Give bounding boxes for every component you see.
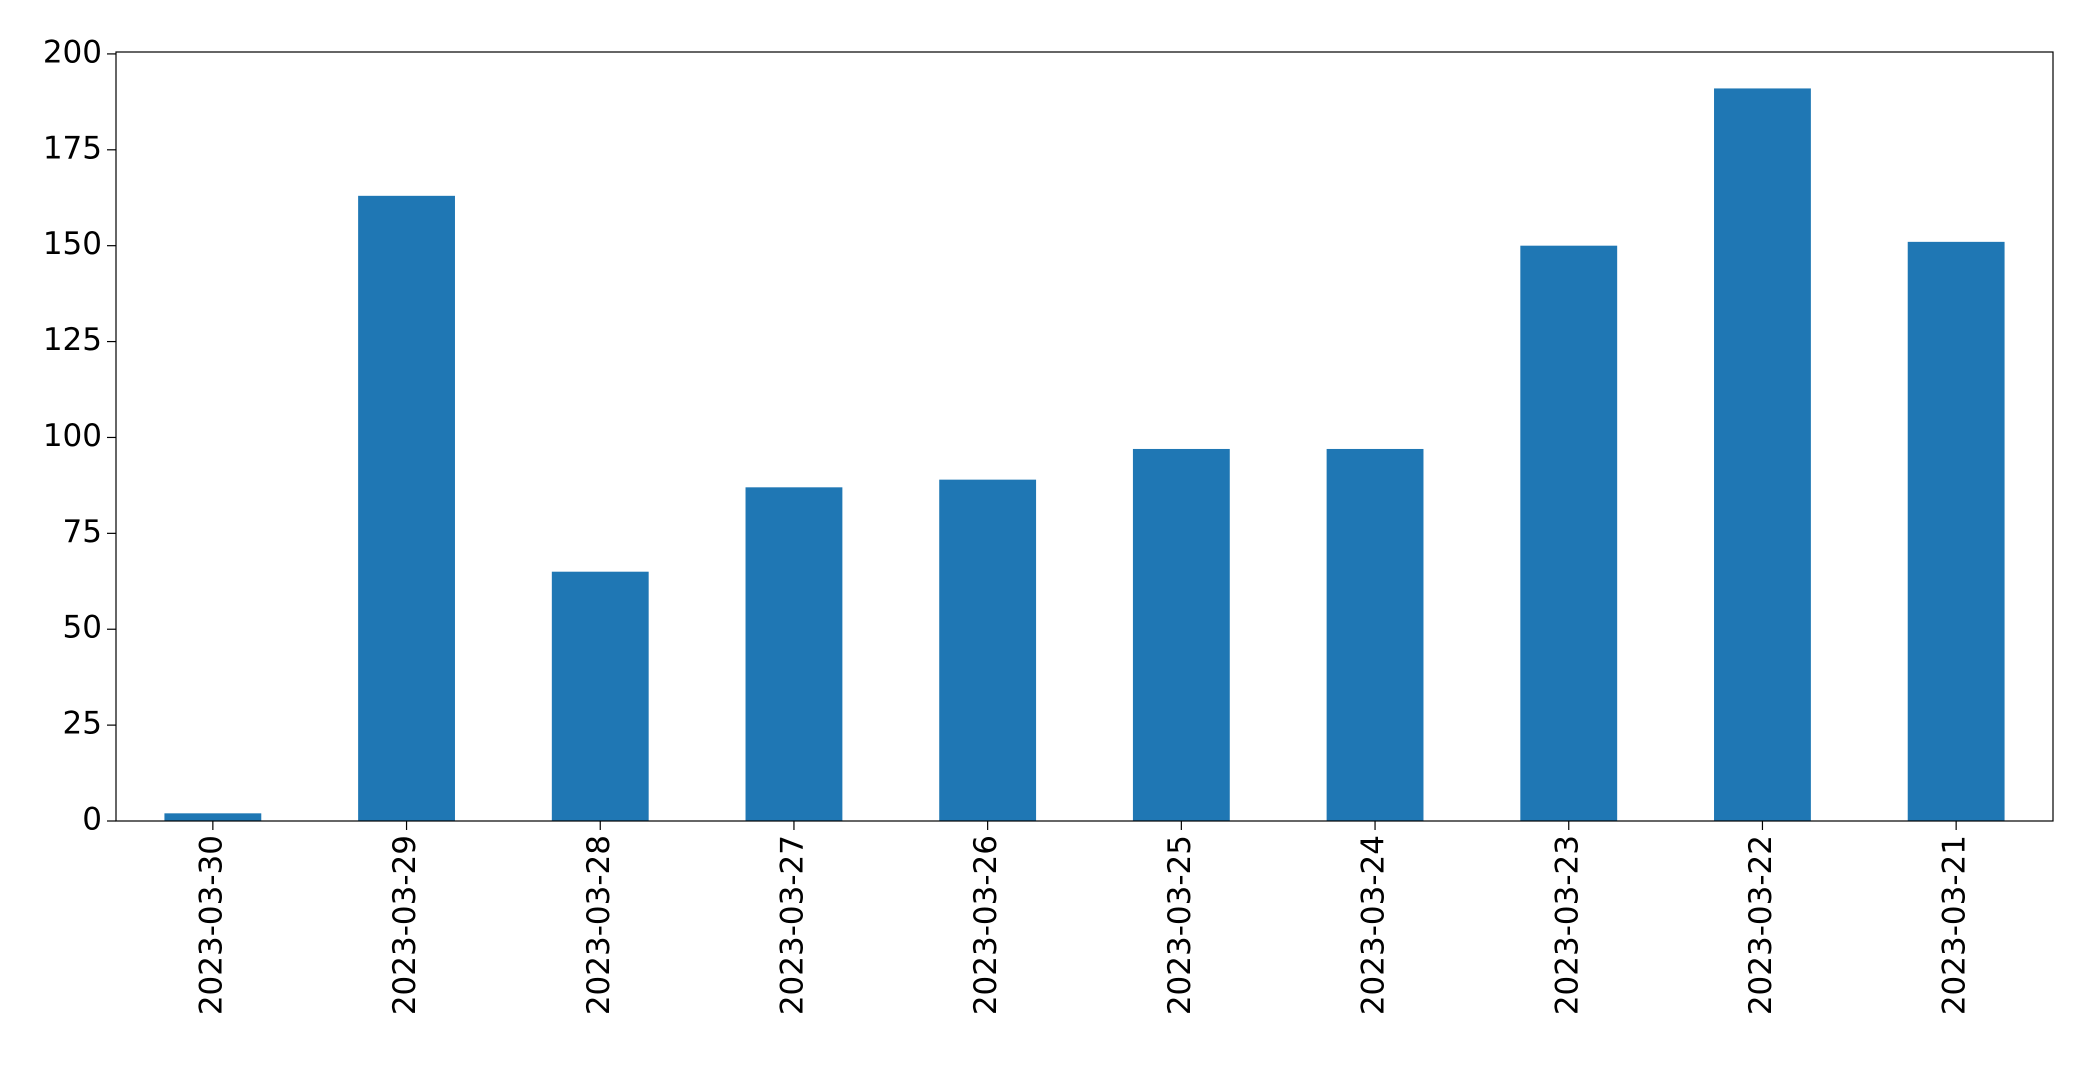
bar (551, 571, 649, 821)
x-tick-label: 2023-03-22 (1743, 835, 1779, 1015)
x-tick-label: 2023-03-21 (1937, 835, 1973, 1015)
y-tick-label: 125 (43, 322, 102, 358)
bar (745, 487, 843, 821)
bar (939, 479, 1037, 821)
plot-frame (115, 51, 2054, 822)
y-tick-label: 50 (63, 610, 102, 646)
y-tick-label: 175 (43, 130, 102, 166)
bar (1132, 448, 1230, 821)
bar (164, 813, 262, 821)
y-tick-label: 25 (63, 706, 102, 742)
x-tick-label: 2023-03-25 (1162, 835, 1198, 1015)
y-tick-label: 100 (43, 418, 102, 454)
x-tick-label: 2023-03-29 (387, 835, 423, 1015)
y-tick-label: 0 (82, 802, 102, 838)
x-tick-label: 2023-03-26 (968, 835, 1004, 1015)
bar (1326, 448, 1424, 821)
x-tick-label: 2023-03-30 (193, 835, 229, 1015)
x-tick-label: 2023-03-23 (1549, 835, 1585, 1015)
bar (1520, 245, 1618, 821)
x-tick-label: 2023-03-24 (1356, 835, 1392, 1015)
y-tick-label: 75 (63, 514, 102, 550)
bar (1907, 241, 2005, 821)
x-tick-label: 2023-03-28 (581, 835, 617, 1015)
y-tick-label: 150 (43, 226, 102, 262)
bar (1714, 88, 1811, 822)
bar (358, 195, 455, 821)
x-tick-label: 2023-03-27 (774, 835, 810, 1015)
y-tick-label: 200 (43, 34, 102, 70)
